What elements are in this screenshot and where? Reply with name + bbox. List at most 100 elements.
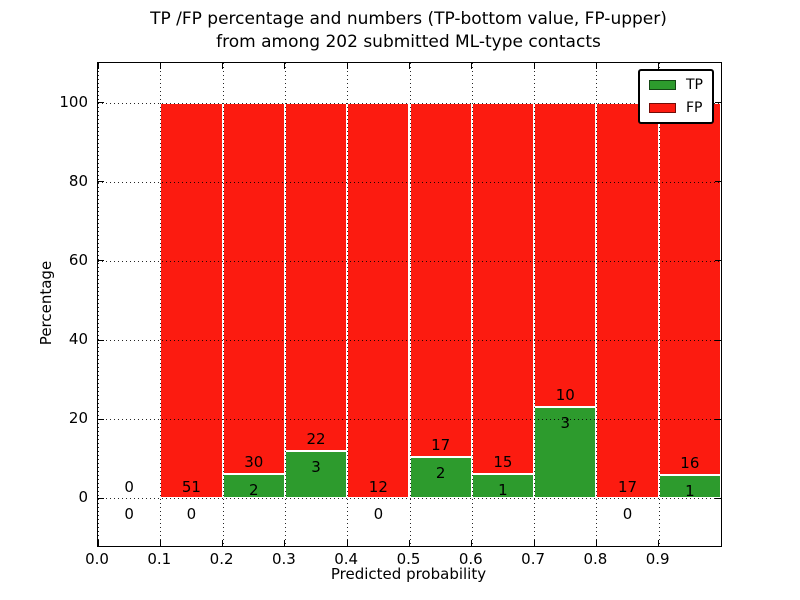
x-tick-label: 0.4 [334, 550, 359, 568]
y-tick-label: 80 [68, 171, 88, 190]
fp-bar-segment [596, 102, 659, 499]
x-gridline [409, 63, 411, 546]
fp-count-label: 0 [124, 477, 134, 496]
chart-title-line1: TP /FP percentage and numbers (TP-bottom… [150, 9, 667, 29]
x-tick-label: 0.6 [458, 550, 483, 568]
fp-bar-segment [284, 102, 348, 451]
y-tick-right [715, 339, 721, 341]
y-tick-right [715, 260, 721, 262]
plot-area: TP FP 0 0 51 0 30 2 22 3 12 0 17 2 15 1 10 3 17 0 16 1 [97, 62, 722, 547]
y-tick-left [98, 418, 104, 420]
x-axis-label: Predicted probability [330, 565, 487, 583]
tp-count-label: 2 [248, 480, 259, 499]
fp-bar-segment [534, 102, 597, 408]
tp-count-label: 0 [622, 505, 633, 524]
fp-count-label: 12 [368, 477, 388, 496]
y-tick-left [98, 260, 104, 262]
y-tick-right [715, 418, 721, 420]
x-tick-label: 0.5 [396, 550, 421, 568]
fp-count-label: 15 [493, 452, 513, 471]
fp-count-label: 10 [555, 386, 575, 405]
x-tick-bottom [222, 540, 224, 546]
x-gridline [347, 63, 349, 546]
tp-count-label: 1 [498, 480, 508, 499]
tp-color-swatch [649, 80, 676, 90]
x-tick-label: 0.3 [271, 550, 296, 568]
tp-count-label: 2 [435, 463, 446, 482]
tp-count-label: 0 [124, 505, 134, 524]
y-tick-label: 60 [68, 250, 88, 269]
x-gridline [471, 63, 473, 546]
fp-count-label: 22 [306, 430, 326, 449]
tp-count-label: 1 [685, 482, 695, 501]
x-tick-bottom [658, 540, 660, 546]
y-tick-left [98, 497, 104, 499]
legend: TP FP [638, 69, 714, 124]
x-gridline [596, 63, 598, 546]
fp-bar-segment [222, 102, 285, 474]
y-tick-label: 0 [78, 488, 88, 507]
tp-bar-segment [409, 456, 472, 499]
fp-color-swatch [649, 103, 676, 113]
x-gridline [160, 63, 162, 546]
x-tick-top [97, 63, 99, 69]
fp-count-label: 17 [618, 477, 638, 496]
x-tick-label: 0.9 [645, 550, 670, 568]
x-tick-bottom [471, 540, 473, 546]
legend-entry-tp: TP [649, 78, 703, 92]
x-gridline [658, 63, 660, 546]
y-tick-label: 20 [68, 409, 88, 428]
x-tick-top [409, 63, 410, 69]
x-tick-top [471, 63, 473, 69]
x-tick-label: 0.2 [209, 550, 234, 568]
fp-count-label: 30 [244, 452, 264, 471]
fp-bar-segment [347, 102, 410, 499]
x-tick-label: 0.0 [85, 550, 109, 568]
x-tick-bottom [284, 540, 286, 546]
y-tick-left [98, 339, 104, 341]
legend-entry-fp: FP [649, 101, 703, 115]
legend-label-tp: TP [686, 77, 703, 93]
fp-bar-segment [471, 102, 535, 474]
x-gridline [98, 63, 99, 546]
x-gridline [222, 63, 224, 546]
chart-title: TP /FP percentage and numbers (TP-bottom… [97, 8, 720, 54]
y-tick-label: 100 [59, 92, 88, 111]
x-tick-label: 0.7 [521, 550, 546, 568]
x-tick-top [284, 63, 286, 69]
fp-bar-segment [160, 102, 223, 499]
tp-count-label: 0 [373, 505, 384, 524]
x-tick-top [533, 63, 535, 69]
x-tick-top [658, 63, 660, 69]
x-tick-top [159, 63, 161, 69]
tp-count-label: 3 [560, 413, 571, 432]
y-tick-right [715, 102, 721, 104]
x-tick-label: 0.8 [583, 550, 608, 568]
x-tick-top [222, 63, 224, 69]
legend-label-fp: FP [686, 100, 703, 116]
tp-count-label: 3 [311, 457, 321, 476]
y-tick-left [98, 102, 104, 104]
x-tick-top [595, 63, 597, 69]
x-tick-top [346, 63, 348, 69]
x-tick-bottom [533, 540, 535, 546]
y-tick-right [715, 181, 721, 183]
x-tick-bottom [346, 540, 348, 546]
fp-count-label: 51 [181, 477, 201, 496]
y-tick-label: 40 [68, 330, 88, 349]
x-tick-bottom [409, 540, 410, 546]
tp-bar-segment [222, 473, 285, 499]
x-tick-label: 0.1 [147, 550, 172, 568]
fp-count-label: 17 [431, 435, 451, 454]
x-tick-bottom [97, 540, 99, 546]
fp-bar-segment [409, 102, 472, 457]
x-tick-bottom [595, 540, 597, 546]
tp-count-label: 0 [186, 505, 197, 524]
y-tick-right [715, 497, 721, 499]
x-gridline [284, 63, 286, 546]
tp-bar-segment [471, 473, 535, 499]
y-tick-left [98, 181, 104, 183]
chart-title-line2: from among 202 submitted ML-type contact… [216, 32, 601, 52]
x-tick-bottom [159, 540, 161, 546]
